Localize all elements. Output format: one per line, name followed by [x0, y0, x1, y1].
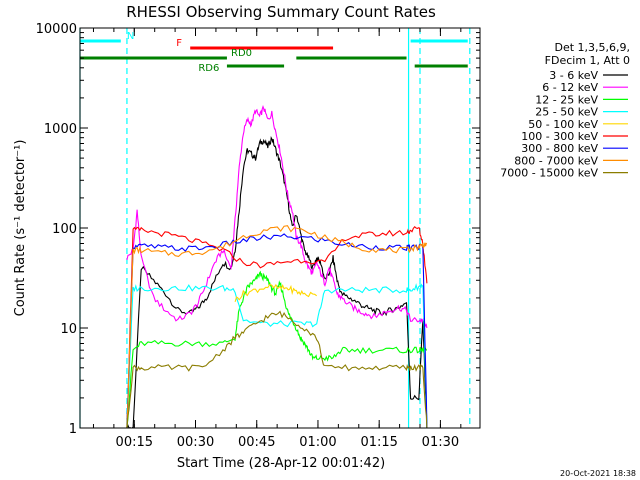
series-line-3	[126, 282, 428, 428]
x-tick-label: 01:00	[299, 435, 336, 450]
annotation-n-label: N	[127, 31, 134, 42]
legend-entry-label: 25 - 50 keV	[535, 106, 598, 119]
series-line-1	[126, 105, 428, 329]
y-axis-label: Count Rate (s⁻¹ detector⁻¹)	[13, 140, 28, 317]
legend-entry-label: 800 - 7000 keV	[514, 154, 598, 167]
series-line-6	[126, 233, 428, 428]
y-tick-label: 10	[60, 322, 77, 337]
series-line-5	[126, 226, 428, 428]
series-group	[126, 105, 428, 428]
x-axis-label: Start Time (28-Apr-12 00:01:42)	[177, 456, 385, 471]
series-line-4	[234, 283, 318, 303]
series-line-2	[126, 270, 428, 428]
y-tick-label: 1	[69, 422, 77, 437]
annotation-f-label: F	[176, 38, 182, 49]
legend-entry-label: 7000 - 15000 keV	[500, 167, 598, 180]
legend-entry-label: 50 - 100 keV	[528, 118, 598, 131]
annotation-rd6-label: RD6	[198, 63, 219, 74]
x-tick-label: 00:30	[177, 435, 214, 450]
legend-entry-label: 100 - 300 keV	[521, 130, 598, 143]
x-tick-label: 01:30	[422, 435, 459, 450]
legend-entry-label: 3 - 6 keV	[549, 69, 598, 82]
legend-entry-label: 6 - 12 keV	[542, 81, 598, 94]
annotation-rd0-label: RD0	[231, 48, 252, 59]
plot-area: N F RD0 RD6 1 10 100 1000 10000 00:15 00:30 00:45 01…	[36, 22, 481, 450]
x-tick-label: 01:15	[360, 435, 397, 450]
y-tick-label: 1000	[44, 122, 77, 137]
footer-timestamp: 20-Oct-2021 18:38	[560, 469, 636, 478]
series-line-7	[126, 225, 427, 428]
y-tick-label: 10000	[36, 22, 77, 37]
legend-header-line-2: FDecim 1, Att 0	[545, 54, 630, 67]
x-tick-label: 00:45	[238, 435, 275, 450]
y-tick-label: 100	[52, 222, 77, 237]
legend-entry-label: 12 - 25 keV	[535, 93, 598, 106]
series-line-8	[126, 310, 428, 428]
legend-header-line-1: Det 1,3,5,6,9,	[554, 41, 630, 54]
chart-title: RHESSI Observing Summary Count Rates	[126, 3, 436, 21]
x-tick-label: 00:15	[116, 435, 153, 450]
legend-entry-label: 300 - 800 keV	[521, 142, 598, 155]
